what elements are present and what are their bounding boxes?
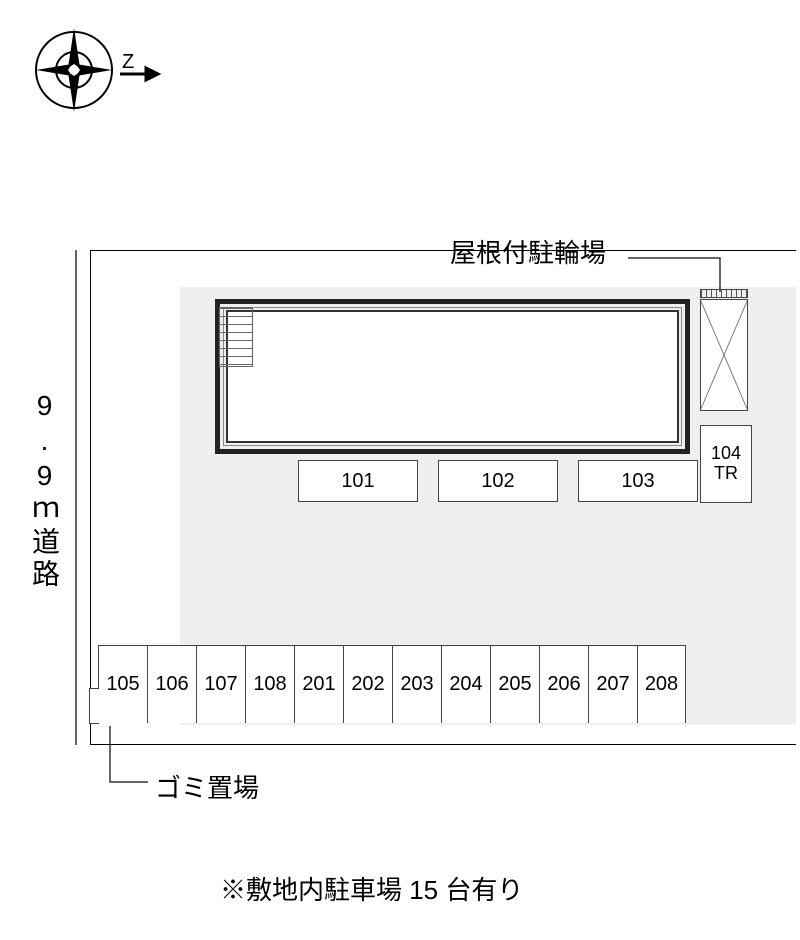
footnote-text: ※敷地内駐車場 15 台有り	[220, 870, 523, 907]
trash-leader-line	[0, 0, 800, 940]
site-plan-canvas: Z 9.9ｍ道路 屋根付駐輪場 101 102 103 104 TR 10510…	[0, 0, 800, 940]
